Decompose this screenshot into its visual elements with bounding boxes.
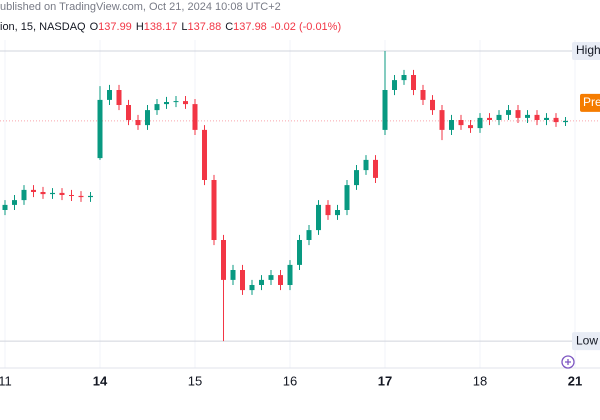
- candle-body: [534, 114, 540, 120]
- candle-body: [268, 275, 274, 280]
- candle-body: [487, 117, 493, 120]
- candle-body: [287, 264, 293, 285]
- x-tick-label: 21: [568, 373, 582, 388]
- x-tick-label: 14: [93, 373, 108, 388]
- candle-body: [97, 99, 103, 159]
- candle-body: [230, 270, 236, 280]
- candle-body: [126, 105, 132, 120]
- grid: [0, 40, 600, 368]
- candle-body: [363, 159, 369, 171]
- candle-body: [563, 120, 569, 123]
- candle-body: [116, 90, 122, 105]
- candle-body: [544, 117, 550, 120]
- candle-body: [202, 129, 208, 180]
- price-tag-label: Low: [576, 333, 598, 347]
- price-tag: [572, 332, 600, 351]
- candle-body: [515, 110, 521, 118]
- candle-body: [135, 120, 141, 126]
- candles: [2, 51, 569, 342]
- candle-body: [40, 192, 46, 195]
- price-labels: High Low Pre: [572, 42, 600, 351]
- price-tag: [572, 42, 600, 60]
- candle-body: [107, 90, 113, 100]
- candle-body: [173, 101, 179, 103]
- candle-body: [68, 195, 74, 196]
- candle-body: [411, 75, 417, 90]
- ohlc-label: H: [136, 21, 144, 33]
- ohlc-value: 138.17: [144, 21, 178, 33]
- candle-body: [145, 110, 151, 126]
- ohlc-value: 137.88: [188, 21, 222, 33]
- change: -0.02 (-0.01%): [271, 21, 341, 33]
- add-button[interactable]: [561, 355, 575, 369]
- candle-body: [335, 210, 341, 216]
- candle-body: [211, 180, 217, 240]
- candle-body: [401, 75, 407, 81]
- candle-body: [325, 204, 331, 216]
- add-icon[interactable]: [565, 359, 571, 365]
- candle-body: [78, 195, 84, 198]
- ohlc-value: 137.98: [233, 21, 267, 33]
- ohlc-label: O: [90, 21, 99, 33]
- ohlc-label: C: [225, 21, 233, 33]
- ohlc-legend: ion, 15, NASDAQ O137.99 H138.17 L137.88 C137…: [0, 21, 341, 33]
- candle-body: [154, 104, 160, 111]
- candle-body: [506, 110, 512, 115]
- candle-body: [439, 110, 445, 130]
- candle-body: [221, 240, 227, 280]
- candle-body: [306, 230, 312, 240]
- legend-text: ion, 15, NASDAQ O137.99 H138.17 L137.88 C137…: [0, 21, 341, 33]
- candle-body: [192, 104, 198, 130]
- candle-body: [468, 125, 474, 129]
- candle-body: [278, 275, 284, 285]
- ohlc-value: 137.99: [98, 21, 132, 33]
- candle-body: [2, 204, 8, 210]
- x-tick-label: 11: [0, 373, 12, 388]
- candle-body: [316, 204, 322, 231]
- x-axis: 11 14 15 16 17 18 21: [0, 373, 582, 388]
- candle-body: [297, 240, 303, 265]
- candle-body: [259, 279, 265, 285]
- x-tick-label: 17: [378, 373, 392, 388]
- candle-body: [30, 189, 36, 192]
- candle-body: [21, 189, 27, 201]
- candle-body: [249, 285, 255, 291]
- candle-body: [449, 120, 455, 130]
- candle-body: [164, 102, 170, 105]
- candle-body: [477, 117, 483, 129]
- candle-body: [382, 90, 388, 130]
- candle-body: [183, 101, 189, 105]
- candle-body: [87, 195, 93, 198]
- candle-body: [59, 192, 65, 195]
- ohlc-label: L: [181, 21, 187, 33]
- symbol: ion, 15, NASDAQ: [0, 21, 86, 33]
- price-tag-label: High: [576, 43, 600, 57]
- candle-body: [49, 192, 55, 195]
- candle-body: [354, 170, 360, 186]
- candle-body: [373, 159, 379, 178]
- x-tick-label: 16: [283, 373, 297, 388]
- candle-body: [430, 99, 436, 111]
- candle-body: [458, 120, 464, 126]
- x-tick-label: 18: [473, 373, 487, 388]
- candle-body: [525, 114, 531, 118]
- candle-body: [420, 90, 426, 100]
- candle-body: [240, 270, 246, 291]
- candle-body: [11, 200, 17, 205]
- candle-body: [392, 80, 398, 90]
- x-tick-label: 15: [188, 373, 202, 388]
- candle-body: [553, 117, 559, 123]
- pre-tag-label: Pre: [583, 95, 600, 109]
- candle-body: [344, 185, 350, 210]
- candle-body: [496, 114, 502, 120]
- header: ublished on TradingView.com, Oct 21, 202…: [0, 1, 281, 13]
- pre-tag: [580, 93, 600, 112]
